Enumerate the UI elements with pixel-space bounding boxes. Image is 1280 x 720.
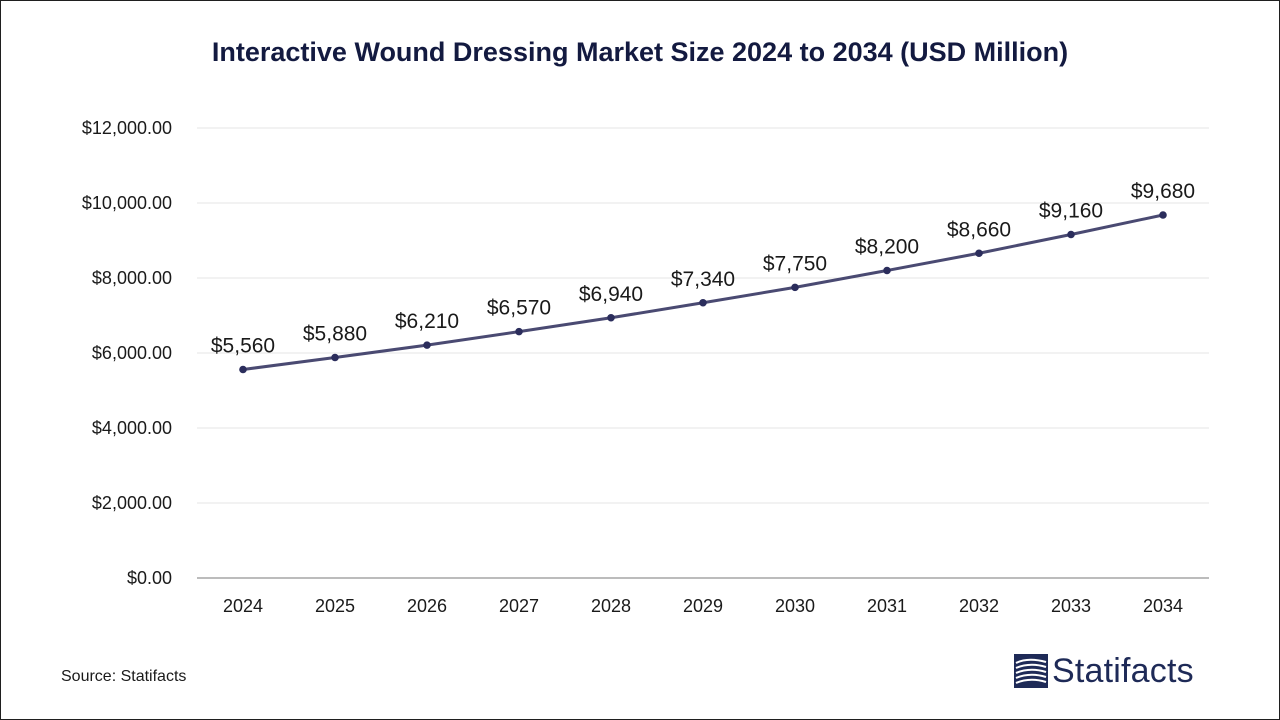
x-tick-label: 2024 xyxy=(223,596,263,616)
y-tick-label: $4,000.00 xyxy=(92,418,172,438)
data-label: $7,340 xyxy=(671,268,735,291)
y-tick-label: $10,000.00 xyxy=(82,193,172,213)
y-tick-label: $6,000.00 xyxy=(92,343,172,363)
x-tick-label: 2028 xyxy=(591,596,631,616)
data-point xyxy=(331,353,339,362)
x-tick-label: 2034 xyxy=(1143,596,1183,616)
chart-title: Interactive Wound Dressing Market Size 2… xyxy=(211,37,1069,67)
x-tick-label: 2031 xyxy=(867,596,907,616)
data-label: $6,940 xyxy=(579,283,643,306)
x-tick-label: 2025 xyxy=(315,596,355,616)
data-label: $6,570 xyxy=(487,297,551,320)
statifacts-logo-icon xyxy=(1014,654,1048,688)
x-tick-label: 2026 xyxy=(407,596,447,616)
data-point xyxy=(791,283,799,292)
data-label: $9,680 xyxy=(1131,180,1195,203)
data-point xyxy=(1067,230,1075,239)
y-tick-label: $2,000.00 xyxy=(92,493,172,513)
data-point xyxy=(423,341,431,349)
data-point xyxy=(607,313,615,322)
data-label: $9,160 xyxy=(1039,200,1103,223)
y-tick-label: $12,000.00 xyxy=(82,118,172,138)
data-label: $5,880 xyxy=(303,323,367,346)
data-point xyxy=(1159,211,1167,219)
data-label: $8,200 xyxy=(855,236,919,259)
data-label: $7,750 xyxy=(763,252,827,275)
series-line xyxy=(242,213,1164,371)
data-label: $5,560 xyxy=(211,335,275,358)
data-label: $8,660 xyxy=(947,218,1011,241)
x-tick-label: 2032 xyxy=(959,596,999,616)
data-point xyxy=(239,365,247,374)
y-tick-label: $8,000.00 xyxy=(92,268,172,288)
data-point xyxy=(883,266,891,275)
statifacts-logo: Statifacts xyxy=(1014,651,1194,691)
source-note: Source: Statifacts xyxy=(61,668,187,685)
logo-wordmark: Statifacts xyxy=(1052,651,1194,690)
data-point xyxy=(975,249,983,258)
data-point xyxy=(699,298,707,307)
y-tick-label: $0.00 xyxy=(127,568,172,588)
x-tick-label: 2033 xyxy=(1051,596,1091,616)
data-point xyxy=(515,327,523,336)
x-tick-label: 2027 xyxy=(499,596,539,616)
x-tick-label: 2029 xyxy=(683,596,723,616)
data-label: $6,210 xyxy=(395,310,459,333)
x-tick-label: 2030 xyxy=(775,596,815,616)
